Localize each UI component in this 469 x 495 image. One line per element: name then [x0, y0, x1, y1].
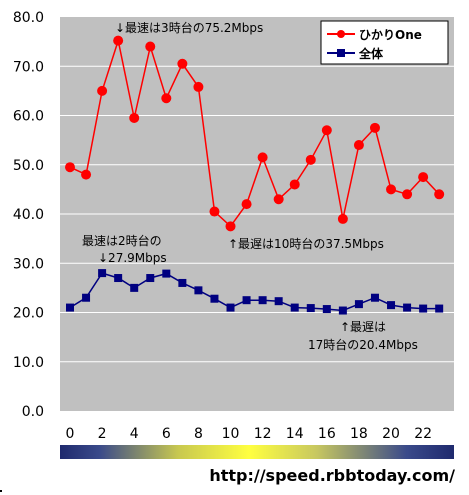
- data-point-0: [113, 35, 124, 46]
- annotation-min-hikari: ↑最遅は10時台の37.5Mbps: [228, 236, 384, 251]
- x-tick-label: 10: [222, 426, 240, 442]
- data-point-1: [274, 297, 283, 306]
- data-point-1: [146, 274, 155, 283]
- data-point-1: [354, 300, 363, 309]
- data-point-1: [338, 306, 347, 315]
- data-point-0: [386, 184, 397, 195]
- x-tick-label: 16: [318, 426, 336, 442]
- data-point-0: [209, 206, 220, 217]
- data-point-1: [114, 274, 123, 283]
- data-point-0: [225, 221, 236, 232]
- data-point-1: [258, 296, 267, 305]
- x-tick-label: 14: [286, 426, 304, 442]
- data-point-0: [177, 58, 188, 69]
- data-point-1: [242, 296, 251, 305]
- y-axis-ticks: 0.0 10.0 20.0 30.0 40.0 50.0 60.0 70.0 80.0: [13, 10, 44, 420]
- y-tick-label: 0.0: [22, 404, 44, 420]
- data-point-0: [321, 125, 332, 136]
- data-point-1: [419, 304, 428, 313]
- y-tick-label: 60.0: [13, 109, 44, 125]
- x-tick-label: 4: [130, 426, 139, 442]
- gridlines: [60, 65, 454, 363]
- legend: ひかりOne 全体: [320, 20, 449, 65]
- x-axis-ticks: 0 2 4 6 8 10 12 14 16 18 20 22: [66, 426, 433, 442]
- data-point-0: [81, 169, 92, 180]
- data-point-1: [210, 294, 219, 303]
- y-tick-label: 40.0: [13, 207, 44, 223]
- data-point-0: [305, 154, 316, 165]
- time-of-day-gradient-bar: [60, 445, 454, 459]
- data-point-0: [97, 85, 108, 96]
- data-point-0: [129, 112, 140, 123]
- data-point-0: [418, 172, 429, 183]
- y-tick-label: 10.0: [13, 355, 44, 371]
- data-point-1: [370, 293, 379, 302]
- data-point-1: [226, 303, 235, 312]
- data-point-1: [98, 269, 107, 278]
- data-point-0: [369, 122, 380, 133]
- y-tick-label: 80.0: [13, 10, 44, 26]
- data-point-1: [178, 278, 187, 287]
- data-point-0: [402, 189, 413, 200]
- legend-label-overall: 全体: [358, 46, 384, 61]
- x-tick-label: 2: [98, 426, 107, 442]
- x-tick-label: 6: [162, 426, 171, 442]
- x-tick-label: 18: [350, 426, 368, 442]
- data-point-0: [145, 41, 156, 52]
- y-tick-label: 50.0: [13, 158, 44, 174]
- y-tick-label: 70.0: [13, 59, 44, 75]
- annotation-max-overall-line2: ↓27.9Mbps: [98, 251, 167, 265]
- data-point-0: [434, 189, 445, 200]
- legend-label-hikari: ひかりOne: [359, 28, 422, 42]
- y-tick-label: 20.0: [13, 306, 44, 322]
- data-point-0: [193, 81, 204, 92]
- data-point-1: [306, 304, 315, 313]
- x-tick-label: 22: [414, 426, 432, 442]
- x-tick-label: 12: [254, 426, 272, 442]
- y-tick-label: 30.0: [13, 256, 44, 272]
- data-point-0: [337, 213, 348, 224]
- legend-marker-hikari: [337, 30, 345, 38]
- data-point-1: [162, 269, 171, 278]
- x-tick-label: 0: [66, 426, 75, 442]
- data-point-0: [257, 152, 268, 163]
- annotation-max-overall-line1: 最速は2時台の: [82, 233, 162, 248]
- data-point-1: [66, 303, 74, 312]
- data-point-1: [290, 303, 299, 312]
- legend-marker-overall: [337, 49, 345, 57]
- x-tick-label: 8: [194, 426, 203, 442]
- data-point-0: [289, 179, 300, 190]
- data-point-0: [241, 199, 252, 210]
- data-point-1: [387, 301, 396, 310]
- data-point-1: [130, 283, 139, 292]
- data-point-0: [65, 162, 75, 173]
- site-url: http://speed.rbbtoday.com/: [209, 466, 455, 485]
- data-point-1: [435, 304, 444, 313]
- x-tick-label: 20: [382, 426, 400, 442]
- series-line-0: [69, 37, 440, 228]
- data-point-1: [82, 293, 91, 302]
- annotation-min-overall-line1: ↑最遅は: [340, 320, 386, 334]
- data-point-0: [161, 93, 172, 104]
- series-layer: [65, 35, 445, 315]
- data-point-1: [322, 305, 331, 314]
- data-point-1: [403, 303, 412, 312]
- data-point-0: [273, 194, 284, 205]
- corner-mark: [0, 490, 2, 492]
- annotation-min-overall-line2: 17時台の20.4Mbps: [308, 337, 418, 352]
- data-point-0: [353, 140, 364, 151]
- annotation-max-hikari: ↓最速は3時台の75.2Mbps: [115, 20, 263, 35]
- data-point-1: [194, 286, 203, 295]
